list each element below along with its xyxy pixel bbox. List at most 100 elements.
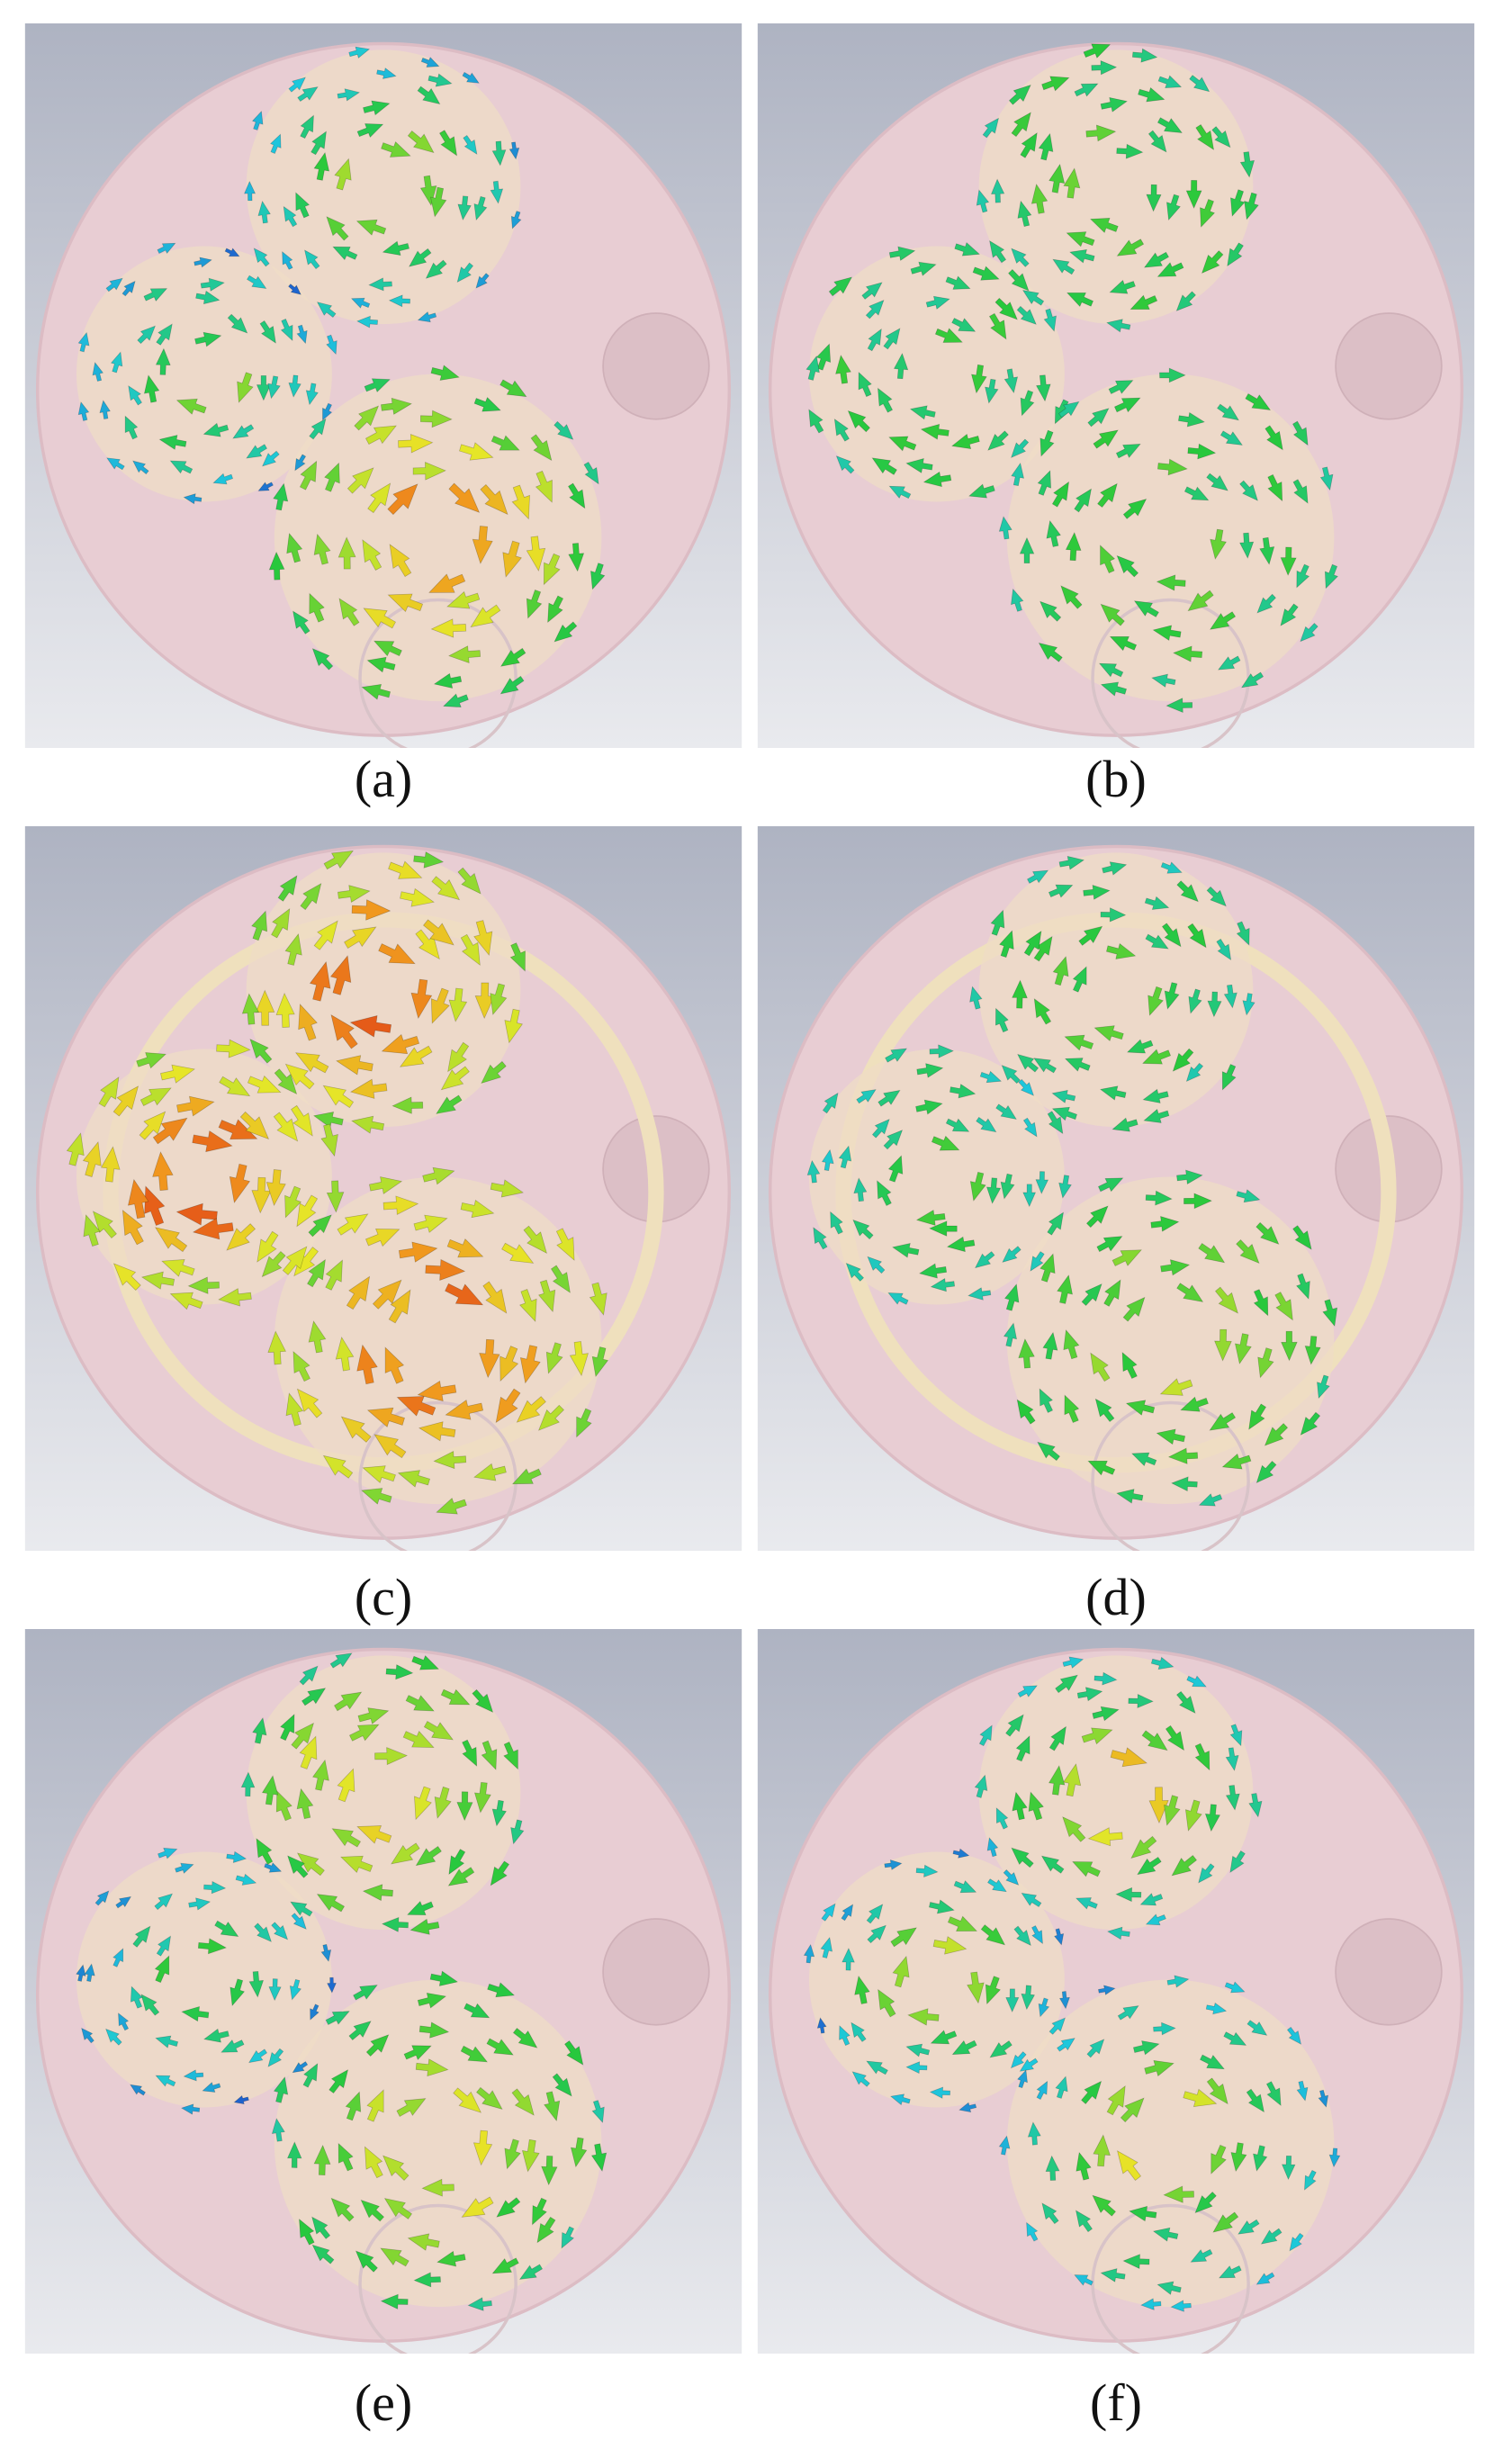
field-arrow — [1148, 986, 1164, 1016]
field-arrow — [423, 919, 454, 946]
field-arrow — [1013, 1925, 1031, 1947]
field-arrow — [883, 1130, 904, 1150]
field-arrow — [445, 1400, 484, 1420]
field-arrow — [161, 1259, 195, 1277]
field-arrow — [417, 1992, 447, 2009]
field-arrow — [1172, 1048, 1194, 1072]
field-arrow — [337, 1213, 369, 1236]
field-arrow — [544, 2091, 561, 2122]
field-arrow — [330, 1013, 358, 1049]
field-arrow — [456, 1791, 473, 1822]
field-arrow — [268, 1978, 282, 2002]
field-arrow — [453, 2087, 482, 2113]
field-arrow — [1074, 488, 1092, 513]
field-arrow — [1063, 1763, 1082, 1797]
field-arrow — [479, 1338, 500, 1379]
field-arrow — [500, 1346, 519, 1382]
field-arrow — [990, 178, 1005, 203]
field-arrow — [338, 536, 356, 570]
field-arrow — [143, 288, 168, 302]
field-arrow — [261, 1250, 286, 1278]
field-arrow — [1094, 1025, 1124, 1041]
field-arrow — [367, 482, 392, 514]
field-arrow — [155, 1227, 188, 1253]
field-arrow — [259, 320, 276, 344]
field-arrow — [364, 425, 397, 446]
field-arrow — [1133, 600, 1159, 617]
field-arrow — [1184, 486, 1210, 501]
field-arrow — [137, 325, 156, 345]
field-arrow — [1256, 593, 1276, 614]
field-arrow — [1122, 1296, 1146, 1322]
port — [602, 1918, 710, 2026]
field-arrow — [66, 1132, 85, 1166]
field-arrow — [1176, 880, 1199, 903]
field-arrow — [218, 1119, 258, 1140]
field-arrow — [907, 2008, 940, 2026]
field-arrow — [1214, 1328, 1232, 1362]
field-arrow — [1236, 1189, 1261, 1203]
field-arrow — [1188, 988, 1202, 1014]
field-arrow — [305, 383, 319, 406]
field-arrow — [284, 1063, 315, 1090]
field-arrow — [92, 1211, 117, 1239]
field-arrow — [249, 1038, 273, 1064]
field-arrow — [833, 418, 850, 442]
field-arrow — [325, 1259, 343, 1291]
panel-label: (e) — [354, 2373, 413, 2432]
field-arrow — [154, 1955, 170, 1984]
field-arrow — [1043, 308, 1057, 332]
field-arrow — [1286, 2026, 1301, 2045]
field-arrow — [460, 933, 481, 967]
field-arrow — [472, 1688, 494, 1713]
field-arrow — [1117, 2005, 1139, 2021]
field-arrow — [851, 2071, 870, 2087]
field-arrow — [282, 251, 293, 270]
field-arrow — [1115, 444, 1141, 459]
field-arrow — [443, 693, 469, 708]
field-arrow — [407, 1900, 434, 1916]
field-arrow — [916, 1063, 944, 1078]
field-arrow — [396, 2098, 427, 2117]
field-arrow — [181, 2005, 210, 2022]
field-arrow — [1280, 603, 1299, 626]
field-arrow — [1156, 2281, 1182, 2295]
field-arrow — [1047, 1111, 1064, 1135]
field-arrow — [1011, 248, 1030, 267]
field-arrow — [1304, 2169, 1317, 2191]
panel-label: (c) — [354, 1568, 413, 1626]
field-arrow — [1010, 2051, 1027, 2069]
field-arrow — [338, 885, 371, 904]
field-arrow — [803, 1943, 815, 1964]
field-arrow — [232, 424, 255, 439]
field-arrow — [1246, 2088, 1264, 2113]
field-arrow — [335, 1336, 355, 1372]
field-arrow — [867, 1256, 886, 1274]
field-arrow — [273, 2076, 289, 2103]
field-arrow — [1210, 2144, 1227, 2174]
field-arrow — [233, 2094, 249, 2105]
field-arrow — [402, 1730, 435, 1748]
field-arrow — [326, 1180, 345, 1213]
field-arrow — [1194, 1742, 1210, 1771]
field-arrow — [1048, 1765, 1066, 1796]
field-arrow — [409, 248, 432, 267]
field-arrow — [1004, 1283, 1020, 1311]
field-arrow — [504, 2138, 521, 2170]
field-arrow — [1011, 1847, 1034, 1868]
field-arrow — [152, 1151, 174, 1191]
field-arrow — [439, 130, 457, 157]
field-arrow — [356, 1344, 378, 1385]
field-arrow — [348, 1724, 380, 1742]
field-arrow — [512, 2028, 538, 2048]
field-arrow — [298, 1004, 318, 1041]
field-arrow — [1187, 923, 1207, 949]
field-arrow — [953, 1880, 977, 1894]
simulation-panel — [24, 1629, 742, 2354]
field-arrow — [1317, 1374, 1330, 1400]
field-arrow — [224, 248, 240, 257]
field-arrow — [1011, 588, 1024, 612]
field-arrow — [1076, 1897, 1098, 1910]
field-arrow — [1292, 479, 1309, 504]
field-arrow — [1256, 1460, 1277, 1483]
